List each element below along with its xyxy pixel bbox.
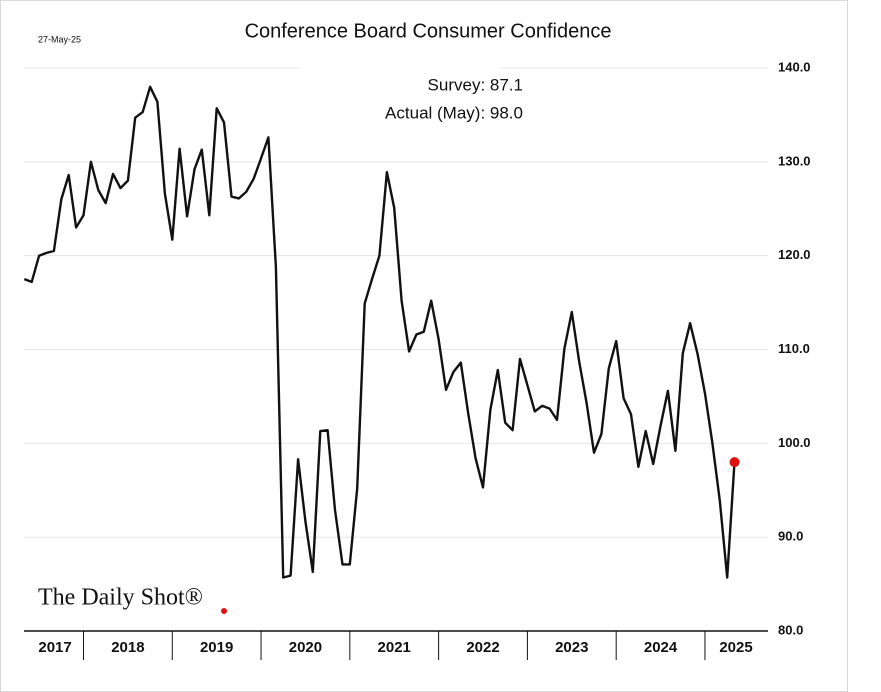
latest-point [729, 457, 740, 468]
x-tick-label: 2018 [111, 639, 144, 656]
x-tick-label: 2019 [200, 639, 233, 656]
date-label: 27-May-25 [38, 34, 81, 44]
x-tick-label: 2021 [378, 639, 411, 656]
x-tick-label: 2022 [466, 639, 499, 656]
y-tick-label: 80.0 [778, 622, 803, 637]
y-tick-label: 100.0 [778, 435, 811, 450]
y-tick-label: 120.0 [778, 247, 811, 262]
logo-dot [221, 608, 227, 614]
annotation: Survey: 87.1 [428, 75, 523, 94]
x-tick-label: 2025 [719, 639, 752, 656]
x-tick-label: 2020 [289, 639, 322, 656]
chart-frame [0, 0, 848, 692]
y-tick-label: 110.0 [778, 341, 810, 356]
y-tick-label: 90.0 [778, 529, 803, 544]
chart-title: Conference Board Consumer Confidence [245, 20, 612, 42]
x-tick-label: 2017 [38, 639, 71, 656]
x-tick-label: 2024 [644, 639, 678, 656]
y-tick-label: 140.0 [778, 59, 811, 74]
line-series [23, 85, 736, 579]
x-tick-label: 2023 [555, 639, 588, 656]
annotation: Actual (May): 98.0 [385, 103, 523, 122]
y-tick-label: 130.0 [778, 153, 811, 168]
title-mask [300, 62, 500, 74]
source-logo: The Daily Shot® [38, 585, 203, 611]
